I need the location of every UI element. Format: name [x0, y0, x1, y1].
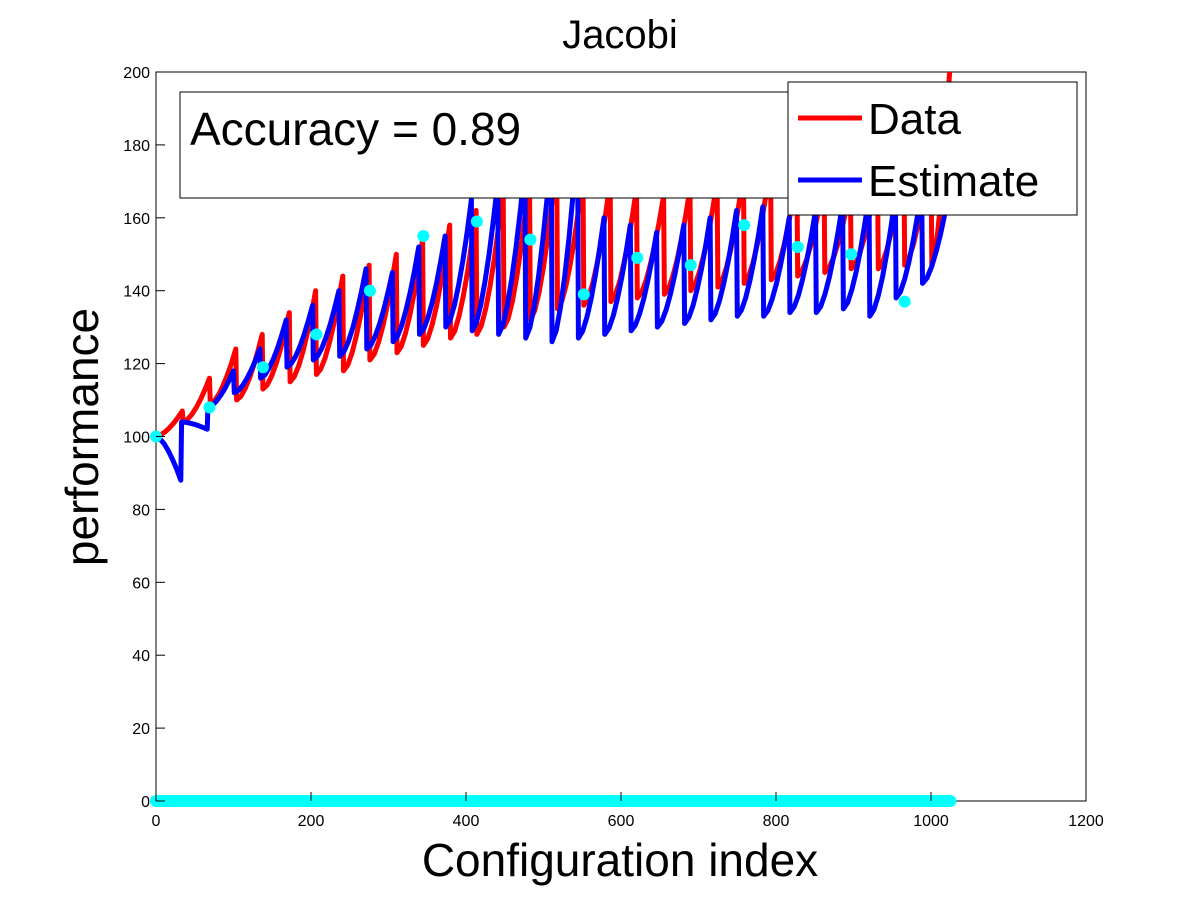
y-tick-label: 140 — [123, 284, 150, 301]
annotation-text: Accuracy = 0.89 — [190, 103, 521, 155]
y-tick-label: 180 — [123, 138, 150, 155]
x-tick-label: 200 — [298, 813, 325, 830]
y-tick-label: 40 — [132, 648, 150, 665]
marker-point — [791, 240, 804, 253]
annotation-box — [179, 91, 793, 199]
x-tick-label: 400 — [453, 813, 480, 830]
x-tick-label: 800 — [763, 813, 790, 830]
legend-box — [787, 81, 1078, 216]
marker-point — [256, 361, 269, 374]
x-tick-label: 0 — [152, 813, 161, 830]
marker-point — [524, 233, 537, 246]
x-axis: 0 200 400 600 800 1000 1200 — [152, 792, 1104, 830]
y-tick-label: 20 — [132, 721, 150, 738]
marker-point — [577, 288, 590, 301]
y-tick-label: 100 — [123, 430, 150, 447]
marker-point — [363, 284, 376, 297]
marker-point — [684, 259, 697, 272]
y-tick-label: 120 — [123, 357, 150, 374]
y-tick-label: 160 — [123, 211, 150, 228]
y-axis-label: performance — [56, 308, 108, 566]
x-tick-label: 1000 — [913, 813, 949, 830]
x-axis-label: Configuration index — [422, 834, 818, 886]
chart-title: Jacobi — [562, 13, 678, 57]
marker-point — [417, 230, 430, 243]
series-line-estimate — [154, 138, 953, 483]
marker-point — [738, 219, 751, 232]
marker-point — [470, 215, 483, 228]
y-axis: 0 20 40 60 80 100 120 140 160 180 200 — [123, 65, 165, 811]
y-tick-label: 60 — [132, 575, 150, 592]
marker-point — [310, 328, 323, 341]
legend: Data Estimate — [787, 81, 1078, 216]
legend-label-data: Data — [868, 95, 961, 144]
accuracy-annotation: Accuracy = 0.89 — [179, 91, 793, 199]
legend-label-estimate: Estimate — [868, 157, 1039, 206]
y-tick-label: 0 — [141, 794, 150, 811]
marker-point — [898, 295, 911, 308]
marker-point — [203, 401, 216, 414]
x-tick-label: 1200 — [1068, 813, 1104, 830]
x-tick-label: 600 — [608, 813, 635, 830]
y-tick-label: 200 — [123, 65, 150, 82]
marker-point — [631, 251, 644, 264]
marker-layer — [150, 215, 957, 807]
y-tick-label: 80 — [132, 502, 150, 519]
marker-point — [845, 248, 858, 261]
